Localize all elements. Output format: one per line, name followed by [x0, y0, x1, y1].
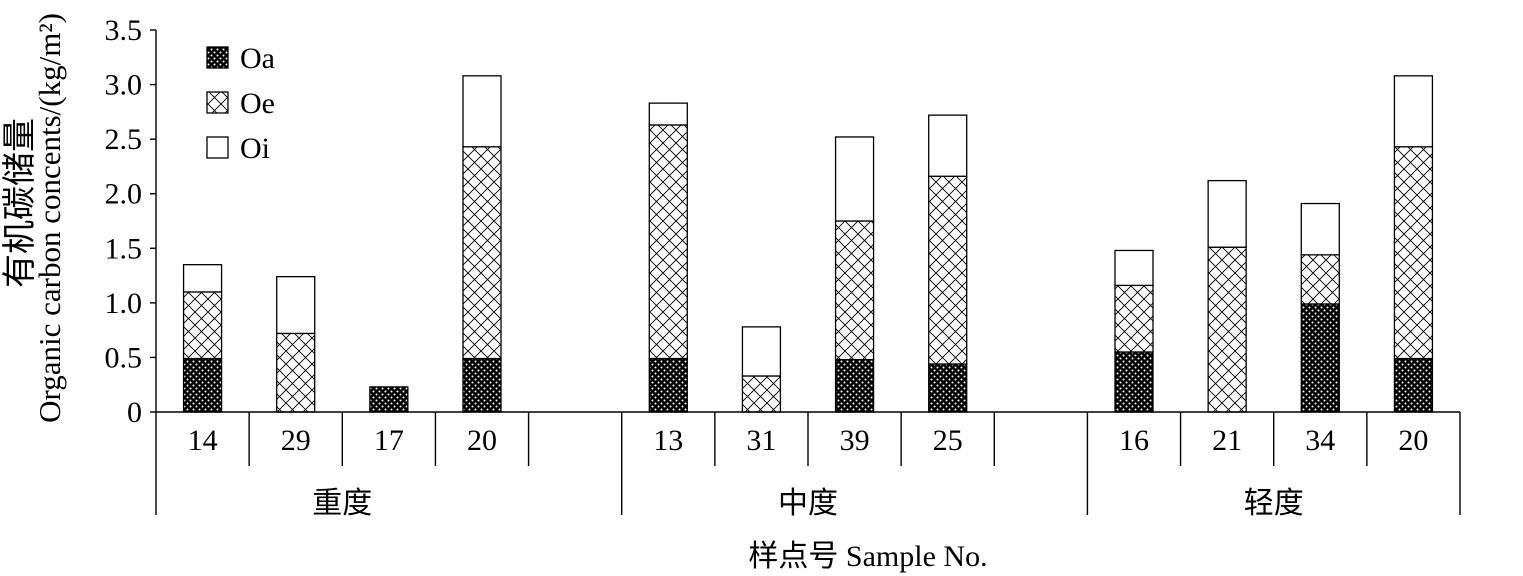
category-label: 20	[1398, 424, 1428, 457]
bar-oe-sample-21	[1207, 246, 1247, 413]
category-label: 21	[1212, 424, 1242, 457]
bar-oa-sample-34	[1300, 303, 1340, 413]
y-tick-label: 0	[127, 396, 142, 429]
bar-oa-sample-25	[928, 363, 968, 413]
bar-oi-sample-39	[834, 136, 875, 222]
bar-oa-sample-14	[182, 357, 223, 413]
category-label: 39	[840, 424, 870, 457]
bar-oe-sample-20	[1393, 146, 1434, 360]
bar-oe-sample-39	[834, 220, 875, 361]
bar-oa-sample-16	[1114, 351, 1154, 413]
bar-oa-sample-13	[648, 357, 688, 413]
y-tick-label: 0.5	[105, 341, 143, 374]
bar-oe-sample-16	[1114, 284, 1154, 353]
bar-oi-sample-31	[741, 326, 782, 377]
bar-oa-sample-39	[834, 358, 875, 413]
bar-oa-sample-20	[1393, 357, 1434, 413]
y-tick-label: 1.5	[105, 232, 143, 265]
bar-oe-sample-34	[1300, 254, 1340, 305]
category-label: 20	[467, 424, 497, 457]
group-label: 中度	[778, 487, 838, 520]
legend-label-oa: Oa	[240, 42, 275, 75]
legend-label-oi: Oi	[240, 132, 270, 165]
y-tick-label: 2.5	[105, 123, 143, 156]
bar-oe-sample-31	[741, 375, 782, 413]
bar-oe-sample-29	[276, 332, 316, 413]
y-tick-label: 1.0	[105, 287, 143, 320]
bar-oe-sample-20	[462, 146, 502, 360]
category-label: 25	[933, 424, 963, 457]
y-tick-label: 3.5	[105, 14, 143, 47]
category-label: 29	[281, 424, 311, 457]
bar-oa-sample-20	[462, 357, 502, 413]
bar-oi-sample-14	[182, 264, 223, 293]
y-axis-title: Organic carbon concents/(kg/m²)	[32, 13, 67, 423]
group-label: 轻度	[1244, 487, 1304, 520]
bar-oi-sample-29	[276, 276, 316, 335]
bars-layer	[182, 75, 1434, 413]
bar-oi-sample-25	[928, 114, 968, 177]
legend-label-oe: Oe	[240, 87, 275, 120]
category-label: 16	[1119, 424, 1149, 457]
bar-oe-sample-14	[182, 291, 223, 360]
legend-swatch-oe	[206, 91, 229, 114]
bar-oi-sample-13	[648, 102, 688, 126]
legend-swatch-oi	[206, 136, 229, 159]
group-label: 重度	[312, 487, 372, 520]
bar-oi-sample-16	[1114, 249, 1154, 287]
category-label: 13	[653, 424, 683, 457]
bar-oe-sample-25	[928, 175, 968, 365]
labels-layer: 0 0.5 1.0 1.5 2.0 2.5 3.0 3.5 14 29 17 20 13 31 39 25 16…	[105, 14, 1429, 520]
y-axis-title-cn: 有机碳储量	[1, 118, 39, 288]
x-axis-title: 样点号 Sample No.	[748, 540, 987, 573]
bar-oi-sample-20	[462, 75, 502, 148]
y-tick-label: 2.0	[105, 178, 143, 211]
category-label: 17	[374, 424, 404, 457]
category-label: 14	[188, 424, 218, 457]
bar-oa-sample-17	[369, 386, 409, 413]
y-tick-label: 3.0	[105, 69, 143, 102]
category-label: 31	[746, 424, 776, 457]
bar-oi-sample-20	[1393, 75, 1434, 148]
category-label: 34	[1305, 424, 1335, 457]
axes-layer	[150, 29, 1461, 515]
bar-oe-sample-13	[648, 124, 688, 360]
legend-swatch-oa	[206, 46, 229, 69]
bar-oi-sample-21	[1207, 179, 1247, 248]
bar-oi-sample-34	[1300, 202, 1340, 256]
legend: Oa Oe Oi	[206, 42, 275, 165]
